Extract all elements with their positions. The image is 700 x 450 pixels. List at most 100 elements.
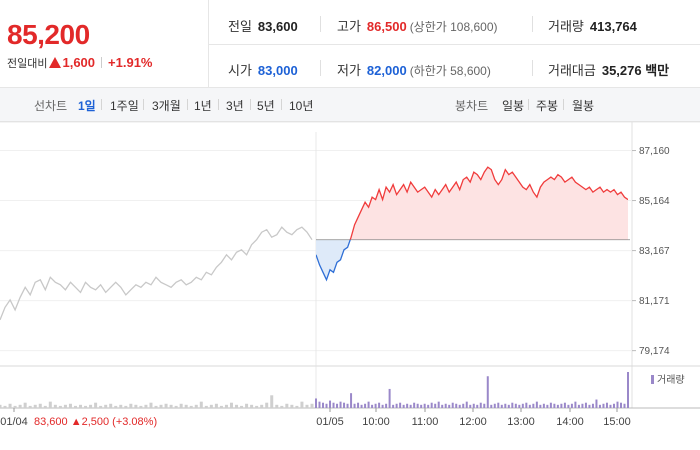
volume-bar — [486, 376, 489, 408]
volume-bar — [229, 402, 233, 408]
volume-bar — [392, 404, 395, 408]
volume-bar — [8, 403, 12, 408]
prev-day-close-annotation: 83,600 ▲2,500 (+3.08%) — [34, 416, 157, 428]
volume-bar — [260, 404, 264, 408]
volume-bar — [353, 403, 356, 408]
divider — [532, 60, 533, 76]
volume-bar — [94, 402, 98, 408]
y-tick-label: 83,167 — [639, 246, 670, 257]
volume-bar — [567, 404, 570, 408]
volume-bar — [402, 404, 405, 408]
change-label: 전일대비 — [7, 58, 48, 70]
x-tick-label: 13:00 — [507, 416, 535, 428]
up-triangle-icon — [49, 57, 62, 68]
divider — [528, 99, 529, 110]
volume-bar — [462, 403, 465, 408]
prev-change-value: ▲2,500 (+3.08%) — [71, 416, 157, 428]
volume-bar — [514, 403, 517, 408]
volume-bar — [199, 401, 203, 408]
stat-label: 시가 — [228, 63, 252, 78]
volume-bar — [539, 404, 542, 408]
volume-bar — [472, 403, 475, 408]
volume-bar — [511, 402, 514, 408]
volume-bar — [43, 405, 47, 408]
tab-monthly-candle[interactable]: 월봉 — [572, 99, 595, 113]
line-chart-title: 선차트 — [34, 99, 68, 113]
volume-bar — [434, 403, 437, 408]
volume-bar — [109, 403, 113, 408]
volume-bar — [476, 404, 479, 408]
prev-close-value: 83,600 — [34, 416, 71, 428]
volume-bar — [455, 403, 458, 408]
x-tick-label: 12:00 — [459, 416, 487, 428]
volume-bar — [406, 403, 409, 408]
volume-bar — [245, 403, 249, 408]
volume-bar — [38, 403, 42, 408]
volume-bar — [154, 405, 158, 408]
volume-bar — [497, 402, 500, 408]
volume-bar — [119, 404, 123, 408]
stat-label: 전일 — [228, 19, 252, 34]
tab-1w[interactable]: 1주일 — [110, 99, 139, 113]
prev-day-series — [0, 226, 313, 321]
y-tick-label: 87,160 — [639, 146, 670, 157]
volume-bar — [556, 404, 559, 408]
volume-bar — [305, 404, 309, 408]
divider — [320, 16, 321, 32]
volume-bar — [427, 404, 430, 408]
volume-bar — [518, 404, 521, 408]
tab-3m[interactable]: 3개월 — [152, 99, 181, 113]
volume-bar — [134, 404, 138, 408]
volume-bar — [219, 405, 223, 408]
volume-bar — [224, 404, 228, 408]
grid — [0, 122, 700, 409]
divider — [281, 99, 282, 110]
volume-bar — [159, 404, 163, 408]
volume-bar — [255, 405, 259, 408]
volume-bar — [124, 405, 128, 408]
tab-3y[interactable]: 3년 — [226, 99, 244, 113]
volume-bar — [528, 404, 531, 408]
volume-bar — [623, 403, 626, 408]
volume-bar — [104, 404, 108, 408]
volume-bar — [13, 405, 17, 408]
x-tick-label: 01/04 — [0, 416, 28, 428]
volume-bar — [385, 403, 388, 408]
volume-bar — [285, 403, 289, 408]
volume-bar — [343, 402, 346, 408]
volume-bar — [0, 404, 2, 408]
volume-bar — [280, 405, 284, 408]
volume-bar — [577, 404, 580, 408]
divider — [218, 99, 219, 110]
stat-value: 35,276 백만 — [601, 63, 670, 78]
volume-bar — [265, 402, 269, 408]
volume-bar — [413, 402, 416, 408]
tab-daily-candle[interactable]: 일봉 — [502, 99, 525, 113]
stat-prev-close: 전일 83,600 — [228, 16, 298, 35]
x-tick-label: 14:00 — [556, 416, 584, 428]
volume-bar — [290, 404, 294, 408]
tab-weekly-candle[interactable]: 주봉 — [536, 99, 559, 113]
volume-bar — [89, 404, 93, 408]
today-price-line-up — [349, 166, 628, 240]
volume-bar — [602, 403, 605, 408]
prev-day-price-line — [0, 226, 313, 321]
tab-1y[interactable]: 1년 — [194, 99, 212, 113]
volume-bar — [139, 405, 143, 408]
current-price: 85,200 — [7, 19, 90, 50]
tab-10y[interactable]: 10년 — [289, 99, 314, 113]
stat-label: 저가 — [337, 63, 361, 78]
volume-bar — [129, 403, 133, 408]
intraday-price-chart[interactable]: 87,160 85,164 83,167 81,171 79,174 거래량 01/04 01… — [0, 122, 700, 450]
divider — [187, 99, 188, 110]
tab-1d[interactable]: 1일 — [78, 99, 96, 113]
volume-bar — [469, 404, 472, 408]
volume-bar — [364, 403, 367, 408]
volume-bar — [28, 405, 32, 408]
volume-bar — [395, 403, 398, 408]
x-tick-label: 10:00 — [362, 416, 390, 428]
x-tick-label: 01/05 — [316, 416, 344, 428]
volume-bar — [581, 403, 584, 408]
tab-5y[interactable]: 5년 — [257, 99, 275, 113]
y-tick-label: 79,174 — [639, 346, 670, 357]
